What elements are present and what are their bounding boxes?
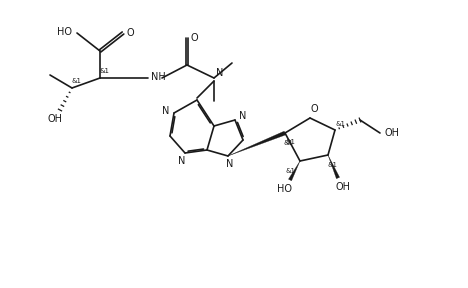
Text: OH: OH	[385, 128, 400, 138]
Text: N: N	[162, 106, 170, 116]
Text: &1: &1	[72, 78, 82, 84]
Text: HO: HO	[57, 27, 72, 37]
Polygon shape	[228, 131, 286, 156]
Text: &1: &1	[328, 162, 338, 168]
Text: &1: &1	[284, 140, 294, 146]
Text: &1: &1	[100, 68, 110, 74]
Text: N: N	[178, 156, 186, 166]
Text: NH: NH	[151, 72, 165, 82]
Text: N: N	[239, 111, 247, 121]
Text: N: N	[227, 159, 234, 169]
Text: &1: &1	[335, 121, 345, 127]
Polygon shape	[288, 161, 300, 181]
Text: OH: OH	[336, 182, 351, 192]
Text: &1: &1	[286, 139, 296, 145]
Text: O: O	[126, 28, 134, 38]
Text: O: O	[310, 104, 318, 114]
Text: &1: &1	[285, 168, 295, 174]
Text: HO: HO	[278, 184, 292, 194]
Text: N: N	[216, 68, 224, 78]
Text: O: O	[190, 33, 198, 43]
Text: OH: OH	[47, 114, 63, 124]
Polygon shape	[328, 155, 340, 179]
